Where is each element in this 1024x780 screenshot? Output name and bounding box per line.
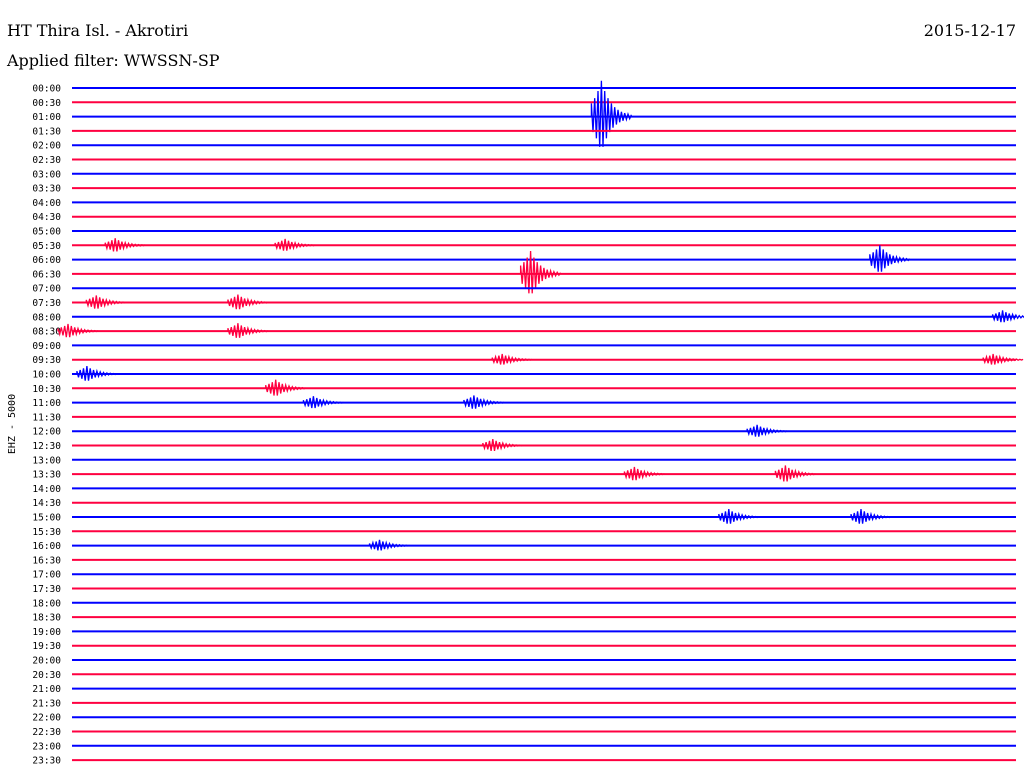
- row-time-label: 20:00: [32, 656, 61, 667]
- row-time-label: 05:00: [32, 227, 61, 238]
- event-burst: [76, 366, 118, 381]
- event-burst: [274, 238, 316, 251]
- row-time-label: 11:30: [32, 412, 61, 423]
- filter-label: Applied filter: WWSSN-SP: [6, 51, 220, 70]
- row-time-label: 10:30: [32, 384, 61, 395]
- event-burst: [850, 509, 892, 524]
- row-time-label: 10:00: [32, 370, 61, 381]
- row-time-label: 05:30: [32, 241, 61, 252]
- row-time-label: 23:00: [32, 741, 61, 752]
- row-time-label: 12:30: [32, 441, 61, 452]
- row-time-label: 01:30: [32, 126, 61, 137]
- event-burst: [368, 539, 410, 551]
- row-time-label: 19:00: [32, 627, 61, 638]
- row-time-label: 13:00: [32, 455, 61, 466]
- row-time-label: 03:00: [32, 169, 61, 180]
- row-time-label: 11:00: [32, 398, 61, 409]
- row-time-label: 18:30: [32, 613, 61, 624]
- event-burst: [519, 250, 562, 294]
- event-burst: [746, 424, 788, 437]
- row-time-label: 12:00: [32, 427, 61, 438]
- row-time-label: 08:00: [32, 312, 61, 323]
- event-burst: [774, 465, 816, 482]
- event-burst: [227, 294, 269, 310]
- event-burst: [718, 509, 760, 524]
- row-time-label: 09:00: [32, 341, 61, 352]
- trace-rows: 00:00 00:30 01:00 01:30 02:00 02:30 03:00 03:30…: [32, 80, 1024, 767]
- event-burst: [463, 395, 505, 409]
- row-time-label: 16:30: [32, 555, 61, 566]
- row-time-label: 04:00: [32, 198, 61, 209]
- event-burst: [265, 379, 307, 396]
- row-time-label: 01:00: [32, 112, 61, 123]
- event-burst: [991, 310, 1024, 323]
- row-time-label: 23:30: [32, 756, 61, 767]
- event-burst: [482, 439, 524, 452]
- event-burst: [623, 466, 665, 481]
- row-time-label: 07:00: [32, 284, 61, 295]
- row-time-label: 17:00: [32, 570, 61, 581]
- row-time-label: 13:30: [32, 470, 61, 481]
- row-time-label: 00:00: [32, 84, 61, 95]
- row-time-label: 17:30: [32, 584, 61, 595]
- row-time-label: 08:30: [32, 327, 61, 338]
- event-burst: [302, 396, 344, 409]
- row-time-label: 09:30: [32, 355, 61, 366]
- row-time-label: 15:00: [32, 513, 61, 524]
- event-burst: [491, 353, 533, 365]
- row-time-label: 06:30: [32, 269, 61, 280]
- row-time-label: 22:00: [32, 713, 61, 724]
- event-burst: [57, 323, 99, 338]
- row-time-label: 00:30: [32, 98, 61, 109]
- row-time-label: 06:00: [32, 255, 61, 266]
- event-burst: [869, 245, 911, 272]
- row-time-label: 19:30: [32, 641, 61, 652]
- row-time-label: 02:30: [32, 155, 61, 166]
- row-time-label: 18:00: [32, 598, 61, 609]
- row-time-label: 02:00: [32, 141, 61, 152]
- row-time-label: 21:00: [32, 684, 61, 695]
- row-time-label: 20:30: [32, 670, 61, 681]
- row-time-label: 15:30: [32, 527, 61, 538]
- plot-date: 2015-12-17: [924, 21, 1016, 40]
- row-time-label: 14:30: [32, 498, 61, 509]
- event-burst: [85, 295, 127, 309]
- row-time-label: 03:30: [32, 184, 61, 195]
- event-burst: [104, 238, 146, 252]
- row-time-label: 04:30: [32, 212, 61, 223]
- event-burst: [227, 323, 269, 338]
- row-time-label: 22:30: [32, 727, 61, 738]
- event-burst: [982, 353, 1024, 365]
- row-time-label: 07:30: [32, 298, 61, 309]
- station-title: HT Thira Isl. - Akrotiri: [7, 21, 188, 40]
- row-time-label: 21:30: [32, 698, 61, 709]
- row-time-label: 16:00: [32, 541, 61, 552]
- channel-label: EHZ - 5000: [7, 394, 18, 454]
- row-time-label: 14:00: [32, 484, 61, 495]
